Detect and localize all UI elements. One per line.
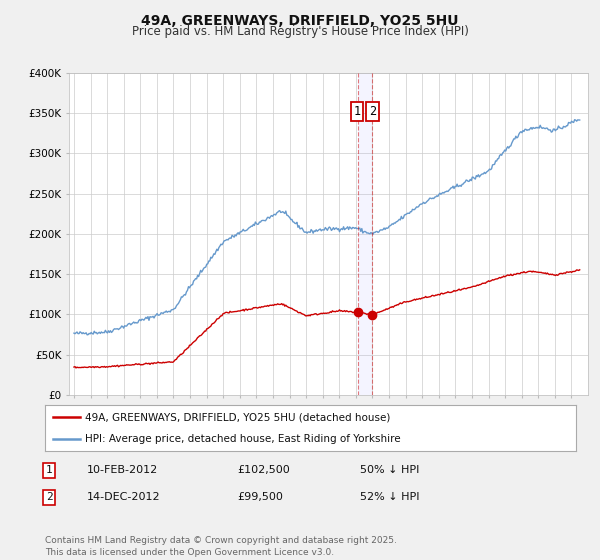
Text: Contains HM Land Registry data © Crown copyright and database right 2025.
This d: Contains HM Land Registry data © Crown c… <box>45 536 397 557</box>
Text: Price paid vs. HM Land Registry's House Price Index (HPI): Price paid vs. HM Land Registry's House … <box>131 25 469 38</box>
Text: 1: 1 <box>46 465 53 475</box>
Text: 14-DEC-2012: 14-DEC-2012 <box>87 492 161 502</box>
Text: 49A, GREENWAYS, DRIFFIELD, YO25 5HU (detached house): 49A, GREENWAYS, DRIFFIELD, YO25 5HU (det… <box>85 412 390 422</box>
Text: 2: 2 <box>369 105 376 118</box>
Bar <box>358 73 371 395</box>
Text: 10-FEB-2012: 10-FEB-2012 <box>87 465 158 475</box>
Text: HPI: Average price, detached house, East Riding of Yorkshire: HPI: Average price, detached house, East… <box>85 435 400 444</box>
Text: £102,500: £102,500 <box>237 465 290 475</box>
Text: 2: 2 <box>46 492 53 502</box>
Text: 52% ↓ HPI: 52% ↓ HPI <box>360 492 419 502</box>
Text: £99,500: £99,500 <box>237 492 283 502</box>
Text: 1: 1 <box>353 105 361 118</box>
Text: 49A, GREENWAYS, DRIFFIELD, YO25 5HU: 49A, GREENWAYS, DRIFFIELD, YO25 5HU <box>141 14 459 28</box>
Text: 50% ↓ HPI: 50% ↓ HPI <box>360 465 419 475</box>
